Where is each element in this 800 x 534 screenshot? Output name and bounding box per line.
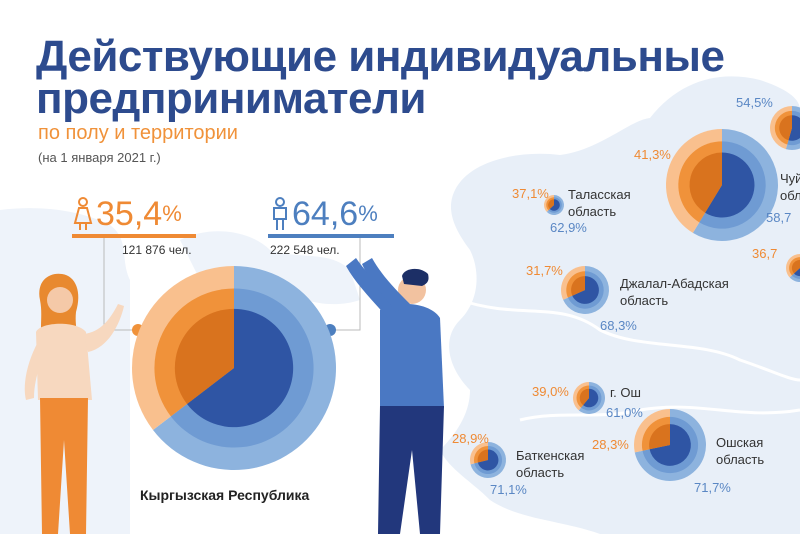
male-icon: [273, 197, 287, 230]
men-share-value: 64,6%: [292, 195, 378, 233]
page-subtitle: по полу и территории: [38, 122, 238, 144]
region-batken-women-inner: [477, 449, 488, 463]
region-oshobl-name-line-1: Ошская: [716, 435, 764, 450]
main-donut-women-inner: [174, 308, 234, 404]
region-batken-men-pct: 71,1%: [490, 482, 527, 497]
region-osh_obl-men-inner: [649, 424, 691, 466]
region-oshobl-name-line-2: область: [716, 452, 765, 467]
region-osh_obl-women-inner: [649, 424, 670, 450]
region-naryn-men-inner: [793, 259, 800, 277]
region-jalal-name: Джалал-Абадская область: [620, 275, 729, 309]
region-jalal-men-pct: 68,3%: [600, 318, 637, 333]
region-issyk-women-inner: [779, 115, 792, 141]
women-share-number: 35,4: [96, 195, 163, 233]
region-batken-name-line-2: область: [516, 465, 565, 480]
region-talas-women-pct: 37,1%: [512, 186, 549, 201]
region-chui-name-line-2: обл: [780, 188, 800, 203]
region-jalal-women-pct: 31,7%: [526, 263, 563, 278]
region-oshcity-name: г. Ош: [610, 384, 641, 401]
region-donut-chui: [666, 129, 779, 241]
region-jalal-men-inner: [572, 276, 599, 304]
region-chui-name-line-1: Чуй: [780, 171, 800, 186]
region-talas-name-line-1: Таласская: [568, 187, 631, 202]
men-underline: [268, 234, 394, 238]
region-donut-naryn: [786, 254, 800, 282]
region-donut-issyk: [770, 106, 800, 150]
region-oshobl-men-pct: 71,7%: [694, 480, 731, 495]
region-batken-women-pct: 28,9%: [452, 431, 489, 446]
region-chui-men-pct: 58,7: [766, 210, 792, 225]
region-jalal-name-line-2: область: [620, 293, 669, 308]
women-underline: [72, 234, 196, 238]
region-oshcity-women-pct: 39,0%: [532, 384, 569, 399]
region-jalal-women-inner: [571, 276, 585, 296]
region-donut-osh_obl: [634, 409, 706, 481]
regional-donut-charts: [470, 106, 800, 481]
region-donut-batken: [470, 442, 507, 478]
region-osh_city-women-inner: [579, 388, 589, 406]
region-donut-osh_city: [573, 382, 605, 414]
region-oshobl-women-pct: 28,3%: [592, 437, 629, 452]
region-jalal-name-line-1: Джалал-Абадская: [620, 276, 729, 291]
map-border: [519, 405, 800, 422]
region-batken-name-line-1: Баткенская: [516, 448, 585, 463]
region-talas-women-inner: [548, 199, 554, 209]
page-title: Действующие индивидуальные предпринимате…: [36, 32, 725, 123]
men-share-number: 64,6: [292, 195, 359, 233]
main-donut: [132, 266, 336, 471]
woman-illustration: [24, 273, 124, 534]
region-issyk-men-pct: 54,5%: [736, 95, 773, 110]
region-naryn-women-pct: 36,7: [752, 246, 778, 261]
region-oshobl-name: Ошская область: [716, 434, 764, 468]
region-naryn-women-inner: [791, 259, 800, 274]
region-talas-name-line-2: область: [568, 204, 617, 219]
women-count: 121 876 чел.: [122, 243, 192, 257]
man-illustration: [346, 258, 444, 534]
female-icon: [73, 197, 93, 230]
region-oshcity-name-line-1: г. Ош: [610, 385, 641, 400]
region-chui-men-inner: [705, 152, 755, 218]
map-border: [459, 298, 800, 382]
title-line-2: предприниматели: [36, 74, 426, 123]
region-chui-name: Чуй обл: [780, 170, 800, 204]
main-donut-chart: [132, 266, 336, 471]
region-talas-name: Таласская область: [568, 186, 631, 220]
country-label: Кыргызская Республика: [140, 487, 310, 503]
region-osh_city-men-inner: [583, 388, 599, 408]
region-talas-men-pct: 62,9%: [550, 220, 587, 235]
women-share-value: 35,4%: [96, 195, 182, 233]
region-donut-talas: [544, 195, 565, 216]
title-line-1: Действующие индивидуальные: [36, 32, 725, 81]
region-chui-women-inner: [689, 152, 722, 213]
main-donut-men-inner: [187, 308, 294, 428]
region-batken-name: Баткенская область: [516, 447, 584, 481]
region-donut-jalal: [561, 266, 610, 315]
men-count: 222 548 чел.: [270, 243, 340, 257]
date-note: (на 1 января 2021 г.): [38, 150, 161, 165]
region-batken-men-inner: [477, 449, 499, 471]
region-oshcity-men-pct: 61,0%: [606, 405, 643, 420]
region-talas-men-inner: [549, 199, 560, 211]
region-issyk-men-inner: [788, 115, 800, 141]
region-chui-women-pct: 41,3%: [634, 147, 671, 162]
